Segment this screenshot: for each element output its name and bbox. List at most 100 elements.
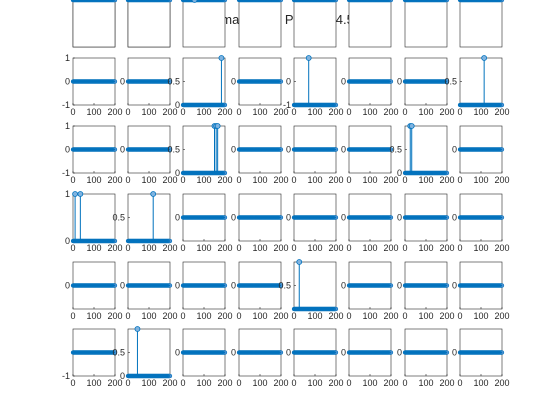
x-tick-label: 0 <box>70 107 75 117</box>
subplot: 0 100 200 0 <box>231 193 289 253</box>
x-tick-label: 200 <box>439 175 454 185</box>
y-tick-label: 1 <box>65 53 70 63</box>
spike-marker <box>305 55 312 61</box>
x-tick-label: 0 <box>457 107 462 117</box>
x-tick-label: 0 <box>236 243 241 253</box>
axes-box <box>293 57 337 106</box>
x-tick-label: 100 <box>252 175 267 185</box>
x-tick-label: 100 <box>196 175 211 185</box>
y-tick-label: 0 <box>231 77 236 87</box>
x-tick-label: 200 <box>494 107 509 117</box>
x-tick-label: 0 <box>125 175 130 185</box>
x-tick-label: 100 <box>252 243 267 253</box>
y-tick-label: 0 <box>65 236 70 246</box>
spike-marker <box>77 191 84 197</box>
x-tick-label: 200 <box>383 243 398 253</box>
x-tick-label: 200 <box>383 107 398 117</box>
x-tick-label: 100 <box>307 243 322 253</box>
x-tick-label: 100 <box>418 243 433 253</box>
y-tick-label: 1 <box>65 189 70 199</box>
spike-marker <box>408 123 415 129</box>
x-tick-label: 200 <box>162 107 177 117</box>
x-tick-label: 100 <box>473 107 488 117</box>
y-tick-label: 0 <box>452 213 457 223</box>
x-tick-label: 100 <box>141 175 156 185</box>
x-tick-label: 0 <box>180 107 185 117</box>
x-tick-label: 0 <box>291 107 296 117</box>
x-tick-label: 0 <box>236 175 241 185</box>
x-tick-label: 0 <box>346 175 351 185</box>
y-tick-label: 0 <box>397 77 402 87</box>
y-tick-label: 0.5 <box>167 145 180 155</box>
x-tick-label: 0 <box>346 243 351 253</box>
x-tick-label: 200 <box>273 243 288 253</box>
x-tick-label: 200 <box>328 107 343 117</box>
spike-marker <box>218 55 225 61</box>
x-tick-label: 0 <box>291 175 296 185</box>
x-tick-label: 200 <box>273 175 288 185</box>
x-tick-label: 100 <box>86 107 101 117</box>
x-tick-label: 200 <box>494 175 509 185</box>
x-tick-label: 0 <box>291 243 296 253</box>
y-tick-label: 0 <box>341 77 346 87</box>
x-tick-label: 200 <box>217 243 232 253</box>
subplot: 0 100 200 0 0.5 <box>389 123 455 185</box>
x-tick-label: 100 <box>196 107 211 117</box>
x-tick-label: 200 <box>107 175 122 185</box>
y-tick-label: 0 <box>120 77 125 87</box>
y-tick-label: 0 <box>286 77 291 87</box>
axes-box <box>182 57 226 106</box>
subplot: 0 100 200 0 <box>341 57 399 117</box>
x-tick-label: 0 <box>180 175 185 185</box>
axes-box <box>72 193 116 242</box>
y-tick-label: 0 <box>175 168 180 178</box>
x-tick-label: 100 <box>307 107 322 117</box>
y-tick-label: 0 <box>397 168 402 178</box>
x-tick-label: 100 <box>86 243 101 253</box>
y-tick-label: 0 <box>120 145 125 155</box>
x-tick-label: 100 <box>141 107 156 117</box>
y-tick-label: 0 <box>286 145 291 155</box>
x-tick-label: 0 <box>125 243 130 253</box>
x-tick-label: 100 <box>418 175 433 185</box>
x-tick-label: 100 <box>196 243 211 253</box>
y-tick-label: 1 <box>65 121 70 131</box>
x-tick-label: 100 <box>86 175 101 185</box>
x-tick-label: 0 <box>70 175 75 185</box>
x-tick-label: 200 <box>217 175 232 185</box>
x-tick-label: 100 <box>362 107 377 117</box>
y-tick-label: 0 <box>65 77 70 87</box>
x-tick-label: 100 <box>252 107 267 117</box>
x-tick-label: 0 <box>346 107 351 117</box>
x-tick-label: 0 <box>457 175 462 185</box>
spike-marker <box>214 123 221 129</box>
x-tick-label: 100 <box>473 243 488 253</box>
y-tick-label: 0 <box>65 145 70 155</box>
x-tick-label: 0 <box>402 107 407 117</box>
y-tick-label: -1 <box>283 100 291 110</box>
x-tick-label: 200 <box>494 243 509 253</box>
x-tick-label: 200 <box>107 243 122 253</box>
y-tick-label: 0 <box>175 100 180 110</box>
y-tick-label: 0 <box>452 145 457 155</box>
y-tick-label: 0 <box>286 213 291 223</box>
axes-box <box>459 57 503 106</box>
x-tick-label: 100 <box>307 175 322 185</box>
x-tick-label: 0 <box>402 175 407 185</box>
y-tick-label: 0 <box>341 145 346 155</box>
subplot: 0 100 200-101 <box>62 121 123 185</box>
y-tick-label: 0.5 <box>389 145 402 155</box>
